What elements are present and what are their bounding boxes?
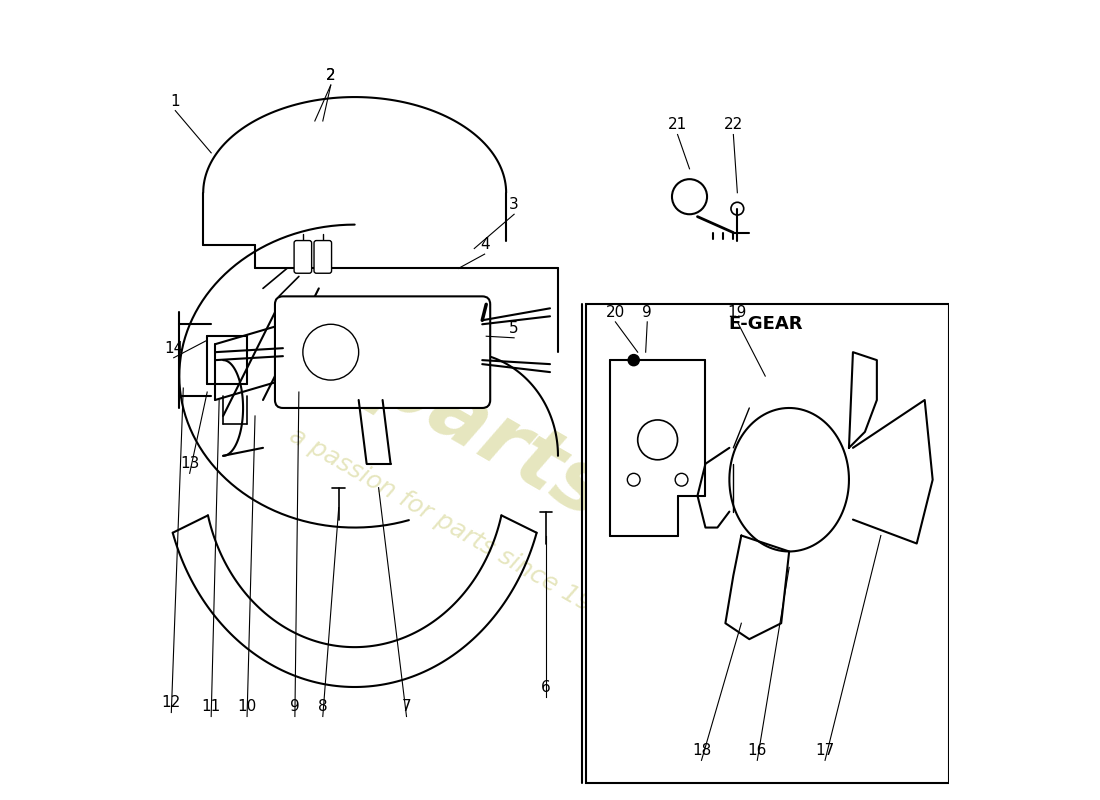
Text: 1: 1 xyxy=(170,94,180,109)
FancyBboxPatch shape xyxy=(275,296,491,408)
Text: 5: 5 xyxy=(509,321,519,336)
Text: a passion for parts since 1985: a passion for parts since 1985 xyxy=(285,422,624,632)
Text: 2: 2 xyxy=(326,68,336,83)
Circle shape xyxy=(628,354,639,366)
Text: elparts: elparts xyxy=(285,294,624,538)
Text: 9: 9 xyxy=(290,699,300,714)
Text: 8: 8 xyxy=(318,699,328,714)
FancyBboxPatch shape xyxy=(314,241,331,274)
Text: 9: 9 xyxy=(642,305,652,320)
Text: 17: 17 xyxy=(815,743,835,758)
Text: 7: 7 xyxy=(402,699,411,714)
Text: 20: 20 xyxy=(606,305,625,320)
FancyBboxPatch shape xyxy=(294,241,311,274)
Text: 10: 10 xyxy=(238,699,256,714)
Text: 11: 11 xyxy=(201,699,221,714)
Text: 3: 3 xyxy=(509,197,519,212)
Text: 22: 22 xyxy=(724,118,743,133)
Bar xyxy=(586,304,948,782)
Text: E-GEAR: E-GEAR xyxy=(728,315,803,334)
Text: 12: 12 xyxy=(162,695,180,710)
Text: 18: 18 xyxy=(692,743,711,758)
Text: 16: 16 xyxy=(748,743,767,758)
Text: 14: 14 xyxy=(164,341,184,356)
Text: 4: 4 xyxy=(480,237,490,252)
Text: 21: 21 xyxy=(668,118,688,133)
Text: 6: 6 xyxy=(541,679,551,694)
Text: 2: 2 xyxy=(326,68,336,83)
Text: 13: 13 xyxy=(180,456,199,471)
Text: 19: 19 xyxy=(728,305,747,320)
